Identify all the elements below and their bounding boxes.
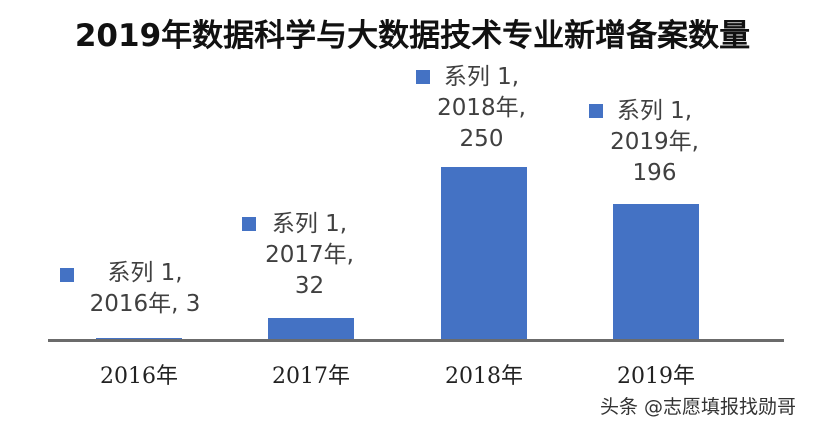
data-label-series: 系列 1, xyxy=(443,64,520,90)
data-label-2016: 系列 1, 2016年, 3 xyxy=(60,258,230,320)
data-label-category: 2017年, xyxy=(265,242,354,268)
data-label-2018: 系列 1, 2018年, 250 xyxy=(414,62,549,155)
x-tick-2018: 2018年 xyxy=(445,364,523,389)
data-label-value: 196 xyxy=(632,160,677,186)
data-label-series: 系列 1, xyxy=(107,260,183,286)
x-tick-2017: 2017年 xyxy=(272,364,350,389)
x-tick-2019: 2019年 xyxy=(617,364,695,389)
legend-swatch-icon xyxy=(416,70,430,84)
legend-swatch-icon xyxy=(242,217,256,231)
bar-2017 xyxy=(268,318,354,340)
data-label-value: 250 xyxy=(459,126,504,152)
bar-2019 xyxy=(613,204,699,340)
x-axis-line xyxy=(48,339,784,342)
data-label-2019: 系列 1, 2019年, 196 xyxy=(587,96,722,189)
watermark: 头条 @志愿填报找勋哥 xyxy=(600,396,797,418)
chart-title: 2019年数据科学与大数据技术专业新增备案数量 xyxy=(74,18,751,54)
data-label-category: 2018年, xyxy=(437,95,526,121)
data-label-series: 系列 1, xyxy=(616,98,693,124)
data-label-value: 2016年, 3 xyxy=(89,291,201,317)
x-tick-2016: 2016年 xyxy=(100,364,178,389)
data-label-series: 系列 1, xyxy=(271,211,348,237)
bar-2018 xyxy=(441,167,527,340)
legend-swatch-icon xyxy=(589,104,603,118)
legend-swatch-icon xyxy=(60,268,74,282)
data-label-category: 2019年, xyxy=(610,129,699,155)
data-label-2017: 系列 1, 2017年, 32 xyxy=(242,209,377,302)
data-label-value: 32 xyxy=(294,273,325,299)
